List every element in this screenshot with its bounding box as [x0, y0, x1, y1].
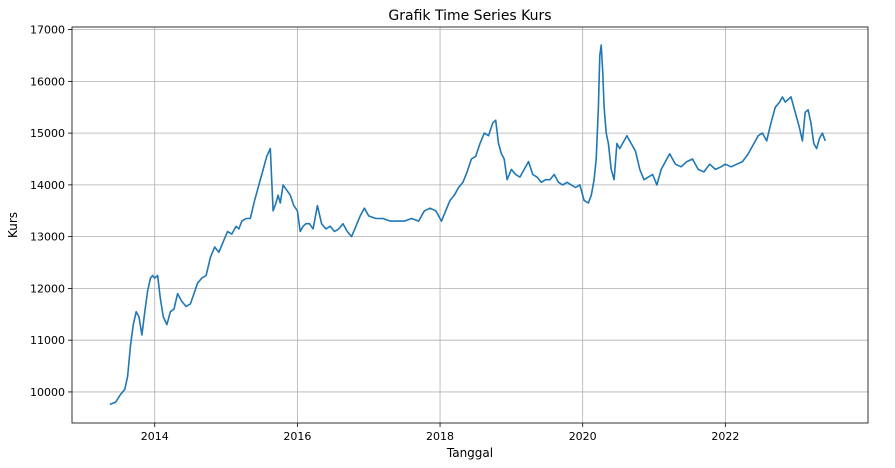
- plot-frame: [71, 26, 869, 424]
- x-tick-label: 2020: [569, 430, 597, 443]
- y-tick-label: 17000: [30, 24, 65, 37]
- x-axis-ticks: 2014 2016 2018 2020 2022: [141, 423, 739, 443]
- grid-lines: [72, 27, 868, 423]
- y-axis-ticks: 10000 11000 12000 13000 14000 15000 16000 17000: [30, 24, 72, 399]
- y-axis-label: Kurs: [6, 212, 20, 238]
- y-tick-label: 10000: [30, 386, 65, 399]
- y-tick-label: 14000: [30, 179, 65, 192]
- y-tick-label: 13000: [30, 231, 65, 244]
- kurs-series-line: [109, 44, 826, 406]
- y-tick-label: 16000: [30, 75, 65, 88]
- x-tick-label: 2014: [141, 430, 169, 443]
- x-tick-label: 2018: [426, 430, 454, 443]
- y-tick-label: 15000: [30, 127, 65, 140]
- y-tick-label: 12000: [30, 282, 65, 295]
- x-axis-label: Tanggal: [446, 446, 493, 460]
- x-tick-label: 2016: [283, 430, 311, 443]
- chart-title: Grafik Time Series Kurs: [388, 8, 551, 24]
- x-tick-label: 2022: [711, 430, 739, 443]
- y-tick-label: 11000: [30, 334, 65, 347]
